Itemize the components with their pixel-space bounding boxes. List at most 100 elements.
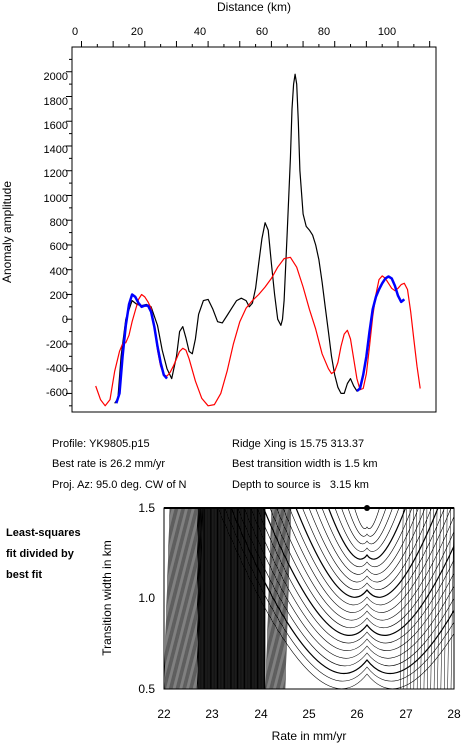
contour-x-axis-title: Rate in mm/yr: [272, 729, 347, 743]
x-tick-label: 26: [350, 707, 364, 721]
contour-line: [237, 508, 454, 667]
contour-line: [268, 508, 275, 689]
caption-line: best fit: [6, 569, 43, 581]
contour-line: [164, 508, 171, 689]
contour-line: [166, 508, 173, 689]
contour-line: [185, 508, 192, 689]
contour-line: [224, 508, 454, 682]
contour-line: [321, 508, 413, 568]
caption-line: Least-squares: [6, 527, 81, 539]
x-tick-label: 22: [157, 707, 171, 721]
contour-line: [437, 508, 441, 689]
y-tick-label: 1600: [44, 120, 68, 132]
contour-line: [184, 508, 192, 689]
y-tick-label: 200: [50, 290, 68, 302]
ridge-crossing: Ridge Xing is 15.75 313.37: [232, 438, 365, 450]
y-tick-label: 800: [50, 217, 68, 229]
contour-line: [169, 508, 177, 689]
y-tick-label: 1800: [44, 96, 68, 108]
contour-line: [282, 508, 452, 613]
contour-line: [190, 508, 198, 689]
y-tick-label: -200: [46, 339, 68, 351]
contour-line: [181, 508, 188, 689]
contour-line: [180, 508, 187, 689]
contour-line: [167, 508, 174, 689]
x-tick-label: 60: [256, 26, 268, 38]
y-tick-label: 1.0: [138, 591, 155, 605]
y-tick-label: 0: [62, 314, 68, 326]
contour-line: [174, 508, 181, 689]
contour-line: [334, 508, 400, 552]
contour-line: [413, 508, 418, 689]
y-tick-label: 1200: [44, 168, 68, 180]
contour-line: [168, 508, 175, 689]
contour-line: [347, 508, 387, 537]
contour-line: [416, 508, 421, 689]
contour-line: [272, 508, 279, 689]
contour-line: [423, 508, 428, 689]
profile-series: [95, 73, 421, 407]
contour-line: [403, 508, 407, 689]
y-tick-label: 0.5: [138, 682, 155, 696]
x-tick-label: 28: [447, 707, 461, 721]
contour-line: [278, 508, 286, 689]
contour-line: [269, 508, 454, 628]
contour-line: [295, 508, 439, 598]
y-tick-label: -600: [46, 387, 68, 399]
y-tick-label: 600: [50, 241, 68, 253]
contour-line: [284, 508, 292, 689]
contour-line: [188, 508, 195, 689]
contour-line: [341, 508, 393, 545]
contour-line: [427, 508, 431, 689]
contour-line: [265, 508, 273, 689]
contour-line: [273, 508, 280, 689]
profile-top-ticks: [80, 41, 431, 47]
contour-line: [400, 508, 404, 689]
series-line-2: [115, 293, 168, 404]
contour-line: [164, 508, 172, 689]
contour-line: [175, 508, 183, 689]
y-tick-label: 1000: [44, 193, 68, 205]
contour-line: [281, 508, 288, 689]
contour-line: [191, 508, 199, 689]
y-tick-label: -400: [46, 363, 68, 375]
contour-line: [267, 508, 274, 689]
contour-line: [266, 508, 273, 689]
contour-lines: [164, 508, 454, 689]
contour-line: [302, 508, 432, 590]
profile-left-ticks: [66, 58, 72, 407]
contour-line: [308, 508, 426, 583]
contour-line: [177, 508, 185, 689]
contour-line: [440, 508, 445, 689]
x-tick-label: 80: [318, 26, 330, 38]
profile-top-tick-labels: 0 20 40 60 80 100: [72, 26, 396, 38]
profile-frame: [71, 46, 437, 413]
x-tick-label: 0: [72, 26, 78, 38]
contour-y-axis-title: Transition width in km: [100, 540, 114, 656]
x-tick-label: 40: [194, 26, 206, 38]
contour-line: [327, 508, 407, 560]
contour-line: [179, 508, 186, 689]
contour-caption: Least-squares fit divided by best fit: [6, 523, 81, 586]
contour-line: [186, 508, 193, 689]
series-line-1: [95, 256, 421, 407]
contour-line: [276, 508, 454, 621]
y-tick-label: 1.5: [138, 501, 155, 515]
contour-line: [447, 508, 451, 689]
contour-line: [243, 508, 454, 659]
x-tick-label: 23: [205, 707, 219, 721]
contour-line: [406, 508, 411, 689]
contour-chart: 1.5 1.0 0.5 22 23 24 25 26 27 28 Rate in…: [100, 501, 461, 743]
contour-line: [175, 508, 182, 689]
contour-line: [250, 508, 454, 651]
profile-y-tick-labels: 2000 1800 1600 1400 1200 1000 800 600 40…: [44, 71, 68, 399]
contour-line: [230, 508, 454, 675]
contour-line: [274, 508, 281, 689]
contour-line: [168, 508, 176, 689]
contour-line: [279, 508, 286, 689]
profile-name: Profile: YK9805.p15: [52, 438, 150, 450]
contour-line: [433, 508, 438, 689]
contour-line: [187, 508, 194, 689]
contour-x-tick-labels: 22 23 24 25 26 27 28: [157, 707, 461, 721]
contour-line: [171, 508, 179, 689]
